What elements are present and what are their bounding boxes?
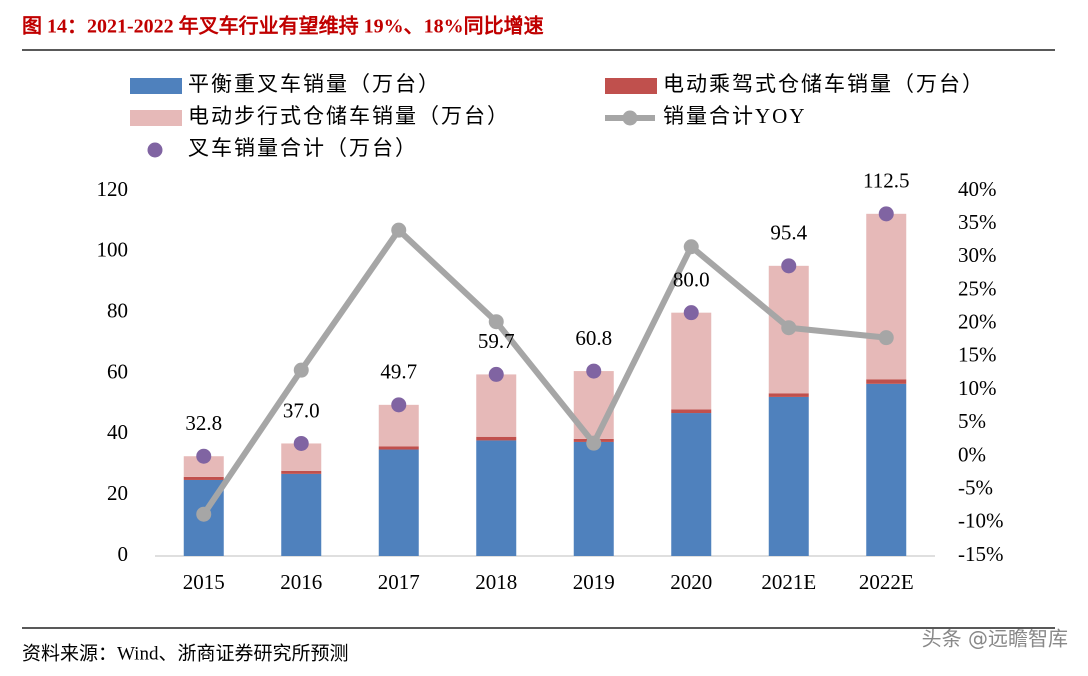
data-label: 112.5 (863, 169, 909, 193)
data-label: 80.0 (673, 267, 710, 291)
chart-title: 图 14：2021-2022 年叉车行业有望维持 19%、18%同比增速 (22, 14, 544, 38)
watermark: 头条 @远瞻智库 (922, 627, 1068, 651)
bar (476, 440, 517, 556)
total-dot (391, 397, 407, 413)
bar (866, 383, 907, 556)
bar (768, 396, 809, 556)
line-marker (196, 506, 212, 522)
y2-tick-label: 0% (958, 442, 986, 466)
line-marker (683, 239, 699, 255)
legend-label: 销量合计YOY (663, 104, 807, 128)
x-tick-label: 2018 (475, 570, 517, 594)
y2-tick-label: -10% (958, 509, 1004, 533)
data-label: 95.4 (770, 221, 807, 245)
line-marker (781, 320, 797, 336)
y-tick-label: 60 (107, 359, 128, 383)
bar (281, 470, 322, 474)
bar (866, 379, 907, 384)
data-label: 37.0 (283, 398, 320, 422)
legend-label: 电动步行式仓储车销量（万台） (188, 104, 510, 128)
bar (183, 456, 224, 477)
total-dot (488, 366, 504, 382)
y2-tick-label: 30% (958, 243, 997, 267)
bar (866, 213, 907, 380)
data-label: 60.8 (575, 326, 612, 350)
y2-tick-label: 25% (958, 276, 997, 300)
legend-label: 平衡重叉车销量（万台） (188, 72, 441, 96)
bar (671, 413, 712, 556)
legend-swatch (130, 110, 182, 126)
y2-tick-label: 35% (958, 210, 997, 234)
x-tick-label: 2016 (280, 570, 322, 594)
bar (573, 441, 614, 556)
bar (183, 476, 224, 480)
line-marker (586, 435, 602, 451)
bar (476, 436, 517, 441)
y-tick-label: 40 (107, 420, 128, 444)
line-marker (488, 314, 504, 330)
legend-swatch (605, 78, 657, 94)
bar (378, 449, 419, 556)
total-dot (196, 448, 212, 464)
bar (281, 473, 322, 556)
bar (768, 393, 809, 397)
total-dot (586, 363, 602, 379)
bar (671, 312, 712, 410)
x-tick-label: 2021E (761, 570, 816, 594)
y2-tick-label: 5% (958, 409, 986, 433)
line-marker (391, 222, 407, 238)
data-label: 32.8 (185, 411, 222, 435)
x-tick-label: 2022E (859, 570, 914, 594)
bar (378, 446, 419, 450)
y-tick-label: 20 (107, 481, 128, 505)
legend-swatch (147, 142, 163, 158)
y2-tick-label: 40% (958, 177, 997, 201)
bar (671, 409, 712, 414)
y2-tick-label: 15% (958, 343, 997, 367)
y2-tick-label: -5% (958, 475, 993, 499)
total-dot (683, 305, 699, 321)
total-dot (293, 435, 309, 451)
source: 资料来源：Wind、浙商证券研究所预测 (22, 642, 348, 664)
x-tick-label: 2019 (573, 570, 615, 594)
y-tick-label: 80 (107, 298, 128, 322)
legend-swatch (130, 78, 182, 94)
y-tick-label: 0 (118, 542, 129, 566)
data-label: 59.7 (478, 329, 515, 353)
x-tick-label: 2020 (670, 570, 712, 594)
line-marker (878, 330, 894, 346)
legend-label: 叉车销量合计（万台） (188, 136, 418, 160)
data-label: 49.7 (380, 360, 417, 384)
bar (476, 374, 517, 437)
y-tick-label: 120 (97, 177, 129, 201)
y2-tick-label: 10% (958, 376, 997, 400)
legend-label: 电动乘驾式仓储车销量（万台） (663, 72, 985, 96)
total-dot (781, 258, 797, 274)
legend-swatch (622, 110, 638, 126)
x-tick-label: 2017 (378, 570, 420, 594)
total-dot (878, 206, 894, 222)
line (201, 227, 887, 516)
y2-tick-label: 20% (958, 310, 997, 334)
x-tick-label: 2015 (183, 570, 225, 594)
line-marker (293, 362, 309, 378)
y-tick-label: 100 (97, 238, 129, 262)
y2-tick-label: -15% (958, 542, 1004, 566)
